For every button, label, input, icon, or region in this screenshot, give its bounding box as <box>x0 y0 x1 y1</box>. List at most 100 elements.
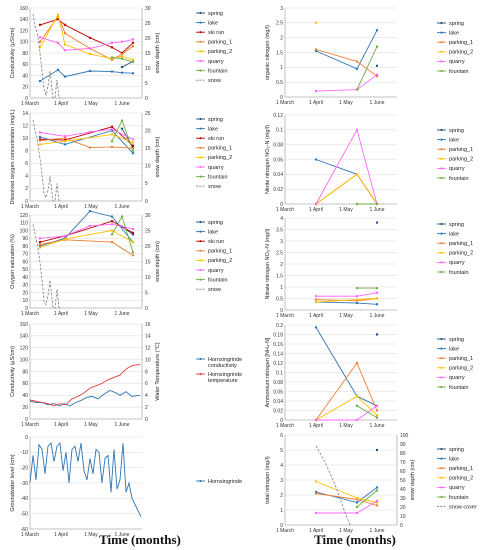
legend-marker <box>440 41 443 44</box>
legend-marker <box>440 50 443 53</box>
data-point-fountain <box>375 489 379 492</box>
data-point-quarry <box>110 41 114 45</box>
data-point-lake <box>56 68 60 72</box>
data-point-parking_1 <box>355 60 359 63</box>
y-tick-label: 160 <box>20 6 29 12</box>
legend-marker <box>440 251 443 254</box>
data-point-quarry <box>314 295 318 298</box>
legend-marker <box>440 69 443 73</box>
data-point-parking_2 <box>63 43 67 46</box>
data-point-fountain <box>120 215 124 218</box>
legend-marker <box>440 467 443 470</box>
data-point-quarry <box>56 41 60 45</box>
chart-panel-9: 0 0.02 0.04 0.06 0.08 0.1 0.12 0.14 0.16 0.18 0.2 1… <box>265 323 473 429</box>
y-axis-label: Oxygen saturation (%) <box>10 234 16 289</box>
y-tick-label: 50 <box>22 267 28 273</box>
data-point-quarry <box>120 40 124 43</box>
x-tick-label: 1 May <box>339 207 353 213</box>
chart-panel-3: 0102030405060708090100110120051015202530… <box>10 209 232 317</box>
y2-tick-label: 14 <box>145 334 151 340</box>
data-point-fountain <box>355 88 359 91</box>
y-tick-label: 6 <box>25 161 28 167</box>
y-tick-label: 1.5 <box>276 50 283 56</box>
data-point-quarry <box>88 130 92 134</box>
data-point-spring <box>120 65 124 69</box>
legend-marker <box>199 175 202 178</box>
x-tick-label: 1 June <box>369 207 384 213</box>
y-axis-label: Nitrite nitrogen NO₂-N (mg/l) <box>265 125 271 194</box>
legend-label: lake <box>449 137 459 143</box>
x-tick-label: 1 March <box>21 204 39 210</box>
y-tick-label: 40 <box>22 393 28 399</box>
y-tick-label: 0.14 <box>273 351 283 357</box>
legend-label: ski run <box>208 239 224 245</box>
data-point-spring <box>375 221 379 224</box>
data-point-fountain <box>355 505 359 509</box>
data-point-parking_2 <box>314 480 318 483</box>
x-tick-label: 1 May <box>84 101 98 107</box>
y-tick-label: 0.12 <box>273 113 283 119</box>
data-point-parking_1 <box>314 298 318 301</box>
series-line-parking_2 <box>39 230 134 249</box>
y-tick-label: 120 <box>20 28 29 34</box>
y2-tick-label: 60 <box>400 469 406 475</box>
data-point-parking_2 <box>375 297 379 300</box>
legend-label: parking_2 <box>208 49 232 55</box>
series-line-snow-cover <box>315 445 351 526</box>
legend-marker <box>199 21 202 24</box>
data-point-lake <box>88 209 92 213</box>
legend-label: parking_1 <box>208 146 232 152</box>
y-tick-label: 90 <box>22 236 28 242</box>
legend-marker <box>199 50 202 53</box>
data-point-parking_2 <box>314 300 318 304</box>
legend-label: Hornsingrinde <box>208 357 242 363</box>
series-line-lake <box>315 327 378 407</box>
x-tick-label: 1 June <box>114 532 129 538</box>
legend-marker <box>440 128 443 132</box>
legend-label: parking_2 <box>449 157 473 163</box>
y-tick-label: 160 <box>20 322 29 328</box>
legend-marker <box>199 117 202 121</box>
legend-label: ski run <box>208 136 224 142</box>
data-point-lake <box>63 143 67 146</box>
legend-label: fountain <box>449 495 469 501</box>
x-tick-label: 1 March <box>21 422 39 428</box>
y-tick-label: -20 <box>21 465 28 471</box>
y2-tick-label: 25 <box>145 21 151 27</box>
y-tick-label: 40 <box>22 275 28 281</box>
data-point-ski-run <box>110 46 114 49</box>
series-line-ski-run <box>39 18 134 54</box>
legend-label: lake <box>449 346 459 352</box>
y-tick-label: 10 <box>22 298 28 304</box>
data-point-quarry <box>314 418 318 422</box>
y-tick-label: 120 <box>20 213 29 219</box>
series-line-Hornsingrinde <box>29 442 142 517</box>
series-line-lake <box>315 30 378 70</box>
x-tick-label: 1 June <box>369 313 384 319</box>
y-tick-label: 0.04 <box>273 399 283 405</box>
data-point-quarry <box>63 135 67 138</box>
legend-label: snow <box>208 184 221 190</box>
legend-marker <box>199 146 202 149</box>
legend-label: quarry <box>208 165 224 171</box>
x-tick-label: 1 March <box>276 207 294 213</box>
data-point-lake <box>63 75 67 78</box>
series-line-fountain <box>356 46 378 90</box>
data-point-lake <box>38 79 42 83</box>
chart-panel-4: 0 20 40 60 80 100 120 140 160 0 2 4 6 8 10 12 14 16 1 Marc… <box>10 322 242 428</box>
data-point-fountain <box>110 56 114 59</box>
legend-label: lake <box>449 456 459 462</box>
y2-tick-label: 2 <box>145 405 148 411</box>
x-tick-label: 1 April <box>54 422 68 428</box>
data-point-lake <box>355 67 359 71</box>
legend-label: fountain <box>208 277 228 283</box>
legend-label: lake <box>208 20 218 26</box>
y2-tick-label: 5 <box>145 290 148 296</box>
data-point-lake <box>110 70 114 73</box>
legend-label: quarry <box>449 260 465 266</box>
x-tick-label: 1 May <box>339 100 353 106</box>
y-tick-label: 0.06 <box>273 389 283 395</box>
data-point-parking_1 <box>88 146 92 149</box>
data-point-parking_1 <box>63 32 67 35</box>
